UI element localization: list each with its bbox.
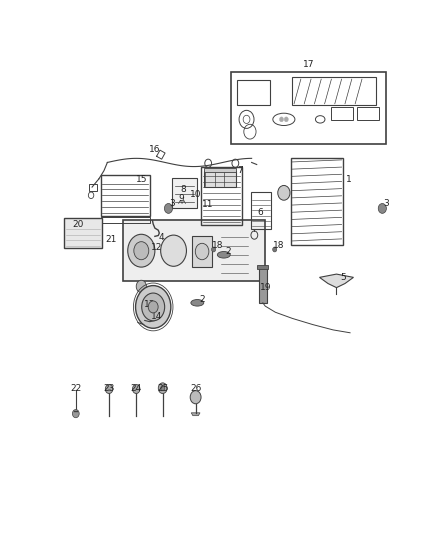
Text: 3: 3 [169,199,175,208]
Circle shape [195,243,209,260]
Circle shape [148,301,158,313]
Circle shape [164,204,173,213]
Circle shape [132,384,140,393]
Text: 13: 13 [144,300,155,309]
Circle shape [212,247,215,252]
Circle shape [158,383,167,393]
Text: 23: 23 [103,384,115,393]
Ellipse shape [191,300,204,306]
Circle shape [134,241,149,260]
Circle shape [378,204,386,213]
Polygon shape [320,274,353,288]
Text: 2: 2 [225,247,231,256]
Text: 12: 12 [151,243,162,252]
FancyBboxPatch shape [192,236,212,267]
FancyBboxPatch shape [204,168,237,172]
Text: 8: 8 [181,184,187,193]
FancyBboxPatch shape [258,265,268,269]
Polygon shape [191,413,200,416]
Circle shape [105,384,113,393]
Circle shape [128,235,155,267]
FancyBboxPatch shape [64,219,102,248]
Circle shape [190,391,201,404]
Text: 14: 14 [151,312,162,321]
Circle shape [135,286,171,328]
Text: 21: 21 [105,235,117,244]
Text: 9: 9 [179,193,184,203]
Text: 18: 18 [212,241,223,251]
Circle shape [161,386,165,391]
FancyBboxPatch shape [172,177,197,208]
Circle shape [279,117,283,122]
Circle shape [136,280,146,293]
Text: 16: 16 [149,145,161,154]
Ellipse shape [217,252,230,258]
Circle shape [72,409,79,418]
Text: 20: 20 [72,220,84,229]
FancyBboxPatch shape [259,266,267,303]
Text: 18: 18 [273,241,285,251]
Text: 10: 10 [190,190,201,199]
Text: 2: 2 [200,295,205,304]
FancyBboxPatch shape [123,220,265,281]
Text: 25: 25 [157,384,168,393]
Circle shape [273,247,277,252]
Text: 22: 22 [70,384,81,393]
Text: 7: 7 [237,166,243,175]
Circle shape [161,235,187,266]
FancyBboxPatch shape [231,72,386,144]
Text: 15: 15 [135,175,147,184]
Text: 17: 17 [303,60,314,69]
Text: 6: 6 [257,208,263,217]
Text: 1: 1 [346,175,351,184]
Text: 19: 19 [259,283,271,292]
Text: 24: 24 [131,384,142,393]
Text: 5: 5 [340,273,346,282]
Text: 4: 4 [159,232,165,241]
Circle shape [142,293,165,321]
FancyBboxPatch shape [204,172,237,187]
Circle shape [278,185,290,200]
Text: 3: 3 [383,199,389,208]
Text: 11: 11 [202,200,213,209]
Circle shape [284,117,288,122]
Text: 26: 26 [190,384,201,393]
